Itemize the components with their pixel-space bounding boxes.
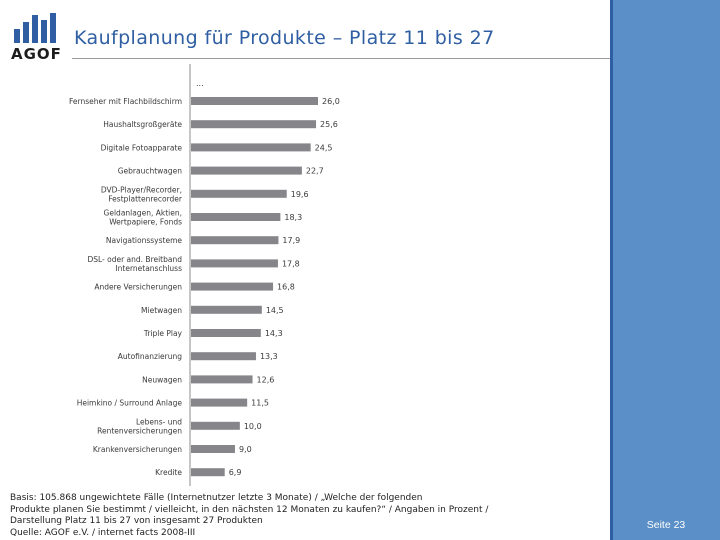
category-label: Neuwagen	[142, 375, 182, 384]
right-band-accent-line	[610, 0, 613, 540]
data-label: 6,9	[229, 468, 242, 477]
bar	[191, 166, 302, 175]
bar	[191, 329, 261, 337]
data-label: 11,5	[251, 399, 269, 408]
footnote-line: Produkte planen Sie bestimmt / vielleich…	[10, 504, 489, 515]
category-label: Fernseher mit Flachbildschirm	[69, 97, 182, 106]
bar	[191, 213, 281, 221]
category-label: Autofinanzierung	[118, 352, 182, 361]
category-label: Andere Versicherungen	[94, 283, 182, 292]
category-label: Geldanlagen, Aktien,	[104, 209, 182, 218]
bar	[191, 305, 262, 314]
category-label: Krankenversicherungen	[93, 445, 182, 454]
logo-wordmark: AGOF	[11, 45, 62, 62]
bar	[191, 398, 248, 407]
axis-marker: ...	[196, 79, 204, 88]
category-label: Wertpapiere, Fonds	[109, 218, 182, 227]
data-label: 17,8	[282, 259, 300, 268]
footnote-line: Darstellung Platz 11 bis 27 von insgesam…	[10, 516, 263, 527]
category-label: Festplattenrecorder	[108, 194, 183, 203]
category-label: Heimkino / Surround Anlage	[77, 399, 183, 408]
category-label: DSL- oder and. Breitband	[87, 255, 182, 264]
bar	[191, 97, 318, 105]
bar	[191, 143, 311, 152]
data-label: 18,3	[284, 213, 302, 222]
bar	[191, 352, 256, 361]
category-label: Kredite	[155, 468, 182, 477]
data-label: 13,3	[260, 352, 278, 361]
data-label: 26,0	[322, 97, 340, 106]
data-label: 25,6	[320, 120, 338, 129]
bar	[191, 468, 225, 477]
data-label: 12,6	[257, 375, 275, 384]
title-divider	[72, 58, 610, 59]
data-label: 24,5	[315, 143, 333, 152]
footnote-line: Quelle: AGOF e.V. / internet facts 2008-…	[10, 527, 196, 538]
logo-bar	[32, 15, 38, 43]
data-label: 14,3	[265, 329, 283, 338]
logo-bar	[14, 29, 20, 43]
category-label: Rentenversicherungen	[97, 426, 182, 435]
category-label: Internetanschluss	[115, 264, 182, 273]
bar	[191, 375, 253, 384]
agof-logo: AGOF	[11, 13, 62, 62]
category-label: DVD-Player/Recorder,	[101, 185, 182, 194]
logo-bar	[50, 13, 56, 43]
category-label: Lebens- und	[136, 417, 182, 426]
category-label: Triple Play	[143, 329, 183, 338]
category-label: Navigationssysteme	[106, 236, 182, 245]
data-label: 19,6	[291, 190, 309, 199]
footnote: Basis: 105.868 ungewichtete Fälle (Inter…	[10, 493, 570, 539]
data-label: 16,8	[277, 283, 295, 292]
right-side-band	[610, 0, 720, 540]
bar	[191, 282, 274, 291]
data-label: 14,5	[266, 306, 284, 315]
category-label: Haushaltsgroßgeräte	[103, 120, 182, 129]
bar	[191, 236, 279, 245]
data-label: 22,7	[306, 167, 324, 176]
page-number: Seite 23	[646, 519, 686, 531]
bar	[191, 259, 278, 268]
category-label: Digitale Fotoapparate	[101, 143, 183, 152]
bar	[191, 120, 317, 129]
data-label: 10,0	[244, 422, 262, 431]
bar	[191, 189, 287, 198]
bar	[191, 421, 240, 430]
bar	[191, 445, 235, 453]
data-label: 9,0	[239, 445, 252, 454]
page-title: Kaufplanung für Produkte – Platz 11 bis …	[74, 27, 495, 49]
category-label: Gebrauchtwagen	[118, 167, 183, 176]
footnote-line: Basis: 105.868 ungewichtete Fälle (Inter…	[10, 493, 423, 503]
data-label: 17,9	[282, 236, 300, 245]
logo-bar	[41, 20, 47, 43]
category-label: Mietwagen	[141, 306, 182, 315]
logo-bar	[23, 22, 29, 43]
